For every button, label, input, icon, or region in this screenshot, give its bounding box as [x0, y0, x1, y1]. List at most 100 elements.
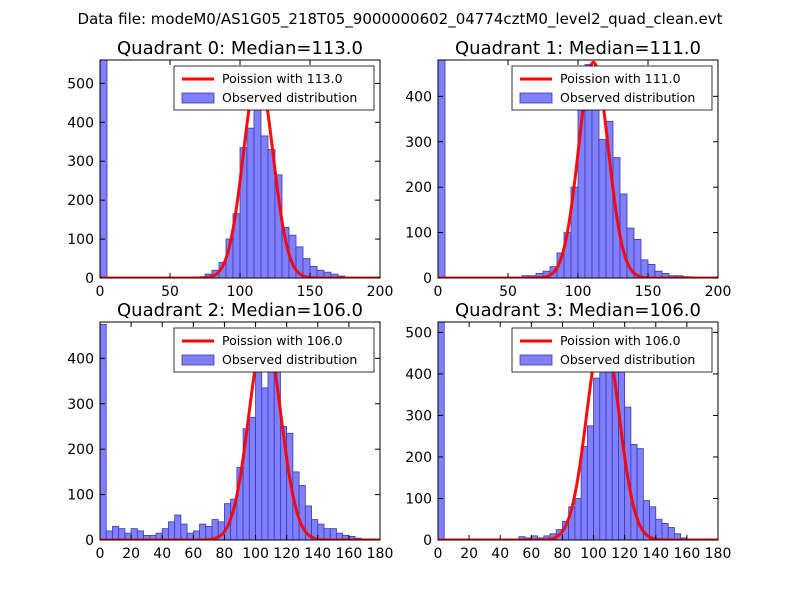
quadrant-1-ytick-label: 100 [405, 226, 432, 242]
quadrant-3-ytick-label: 500 [405, 325, 432, 341]
quadrant-1-histogram-bar [640, 259, 649, 278]
quadrant-2-xtick-label: 100 [242, 546, 269, 562]
quadrant-2-plot: Quadrant 2: Median=106.0 0 20 40 60 80 100 120… [67, 300, 393, 562]
quadrant-0-histogram-bar [246, 127, 255, 278]
quadrant-0-legend: Poission with 113.0 Observed distribution [173, 65, 375, 111]
quadrant-2-ytick-label: 300 [67, 397, 94, 413]
quadrant-3-histogram-bar [655, 518, 663, 540]
quadrant-3-axes-frame [437, 321, 719, 541]
quadrant-3-xtick-label: 120 [611, 546, 638, 562]
quadrant-3-legend-hist-label: Observed distribution [560, 352, 695, 367]
quadrant-0-legend-hist-label: Observed distribution [222, 90, 357, 105]
quadrant-1-ytick-label: 200 [405, 180, 432, 196]
quadrant-3-histogram-bar [574, 498, 582, 540]
quadrant-3-histogram-bar [586, 425, 594, 540]
quadrant-0-xtick-label: 200 [367, 284, 394, 300]
quadrant-2-xtick-label: 0 [96, 546, 105, 562]
quadrant-2-xtick-label: 20 [122, 546, 140, 562]
quadrant-2-histogram-bar [118, 528, 126, 540]
quadrant-2-xtick-label: 160 [336, 546, 363, 562]
quadrant-3-histogram-bar [649, 506, 657, 540]
quadrant-2-histogram-bar [100, 323, 107, 540]
quadrant-2-histogram-bar [267, 367, 275, 540]
quadrant-2-histogram-bar [180, 523, 188, 540]
quadrant-1-poisson-line [438, 60, 718, 278]
quadrant-0-legend-hist-swatch [181, 92, 215, 104]
quadrant-2-xtick-label: 140 [304, 546, 331, 562]
quadrant-0-xtick-label: 0 [96, 284, 105, 300]
quadrant-3-xtick-label: 160 [674, 546, 701, 562]
quadrant-1-legend-hist-swatch [519, 92, 553, 104]
quadrant-3-legend-poisson-label: Poission with 106.0 [560, 333, 681, 348]
quadrant-3-ytick-label: 300 [405, 408, 432, 424]
quadrant-1-histogram-bar [598, 139, 607, 278]
quadrant-2-legend-hist-swatch [181, 354, 215, 366]
quadrant-3-legend: Poission with 106.0 Observed distribution [511, 327, 713, 373]
quadrant-2-xtick-label: 40 [153, 546, 171, 562]
quadrant-0-title: Quadrant 0: Median=113.0 [117, 38, 363, 59]
quadrant-3-xtick-label: 60 [522, 546, 540, 562]
quadrant-1-ytick-label: 400 [405, 89, 432, 105]
quadrant-2-histogram-bar [323, 528, 331, 540]
quadrant-2-histogram-bar [161, 528, 169, 540]
quadrant-2-legend-hist-label: Observed distribution [222, 352, 357, 367]
quadrant-3-histogram-bar [438, 322, 445, 540]
quadrant-3-ytick-label: 100 [405, 491, 432, 507]
quadrant-3-xtick-label: 180 [705, 546, 732, 562]
quadrant-2-histogram-bar [112, 525, 120, 540]
quadrant-1-title: Quadrant 1: Median=111.0 [455, 38, 701, 59]
quadrant-2-histogram-bar [329, 528, 337, 540]
quadrant-2-histogram-bar [199, 523, 207, 540]
quadrant-3-histogram-bar [661, 522, 669, 540]
quadrant-3-histogram-bar [599, 356, 607, 540]
quadrant-1-xtick-label: 0 [434, 284, 443, 300]
quadrant-2-ytick-label: 200 [67, 442, 94, 458]
quadrant-3-title: Quadrant 3: Median=106.0 [455, 300, 701, 321]
quadrant-0-ytick-label: 300 [67, 154, 94, 170]
quadrant-0-plot: Quadrant 0: Median=113.0 0 50 100 150 200 0 10… [67, 38, 393, 300]
quadrant-2-histogram-bar [317, 523, 325, 540]
quadrant-2-xtick-label: 60 [184, 546, 202, 562]
quadrant-3-xtick-label: 100 [580, 546, 607, 562]
quadrant-3-xtick-label: 0 [434, 546, 443, 562]
quadrant-1-plot: Quadrant 1: Median=111.0 0 50 100 150 200 0 10… [405, 38, 731, 300]
quadrant-2-xtick-label: 80 [216, 546, 234, 562]
quadrant-1-xtick-label: 50 [499, 284, 517, 300]
quadrant-3-ytick-label: 400 [405, 367, 432, 383]
quadrant-0-histogram-bar [260, 135, 269, 278]
quadrant-2-title: Quadrant 2: Median=106.0 [117, 300, 363, 321]
quadrant-3-histogram-bar [667, 527, 675, 540]
quadrant-0-ytick-label: 0 [85, 271, 94, 287]
quadrant-1-ytick-label: 0 [423, 271, 432, 287]
quadrant-0-plot-area [100, 60, 380, 278]
quadrant-1-legend-poisson-label: Poission with 111.0 [560, 71, 681, 86]
quadrant-1-legend: Poission with 111.0 Observed distribution [511, 65, 713, 111]
quadrant-0-xtick-label: 50 [161, 284, 179, 300]
quadrant-1-xtick-label: 150 [635, 284, 662, 300]
quadrant-2-ytick-label: 400 [67, 351, 94, 367]
quadrant-2-histogram-bar [261, 387, 269, 540]
quadrant-3-xtick-label: 20 [460, 546, 478, 562]
quadrant-1-ytick-label: 300 [405, 135, 432, 151]
quadrant-3-xtick-label: 80 [554, 546, 572, 562]
quadrant-2-histogram-bar [248, 416, 256, 540]
quadrant-0-xtick-label: 150 [297, 284, 324, 300]
quadrant-2-xtick-label: 180 [367, 546, 394, 562]
quadrant-1-xtick-label: 200 [705, 284, 732, 300]
quadrant-2-histogram-bar [255, 357, 263, 540]
quadrant-1-histogram-bar [438, 60, 446, 278]
quadrant-2-legend: Poission with 106.0 Observed distribution [173, 327, 375, 373]
quadrant-0-poisson-line [100, 72, 380, 278]
quadrant-2-histogram-bar [168, 521, 176, 540]
quadrant-3-legend-hist-swatch [519, 354, 553, 366]
quadrant-2-xtick-label: 120 [273, 546, 300, 562]
quadrant-0-ytick-label: 400 [67, 115, 94, 131]
quadrant-2-ytick-label: 0 [85, 533, 94, 549]
quadrant-2-histogram-bar [130, 528, 138, 540]
quadrant-2-ytick-label: 100 [67, 488, 94, 504]
quadrant-3-ytick-label: 0 [423, 533, 432, 549]
quadrant-0-ytick-label: 200 [67, 193, 94, 209]
quadrant-3-xtick-label: 40 [491, 546, 509, 562]
quadrant-0-histogram-bar [100, 60, 108, 278]
